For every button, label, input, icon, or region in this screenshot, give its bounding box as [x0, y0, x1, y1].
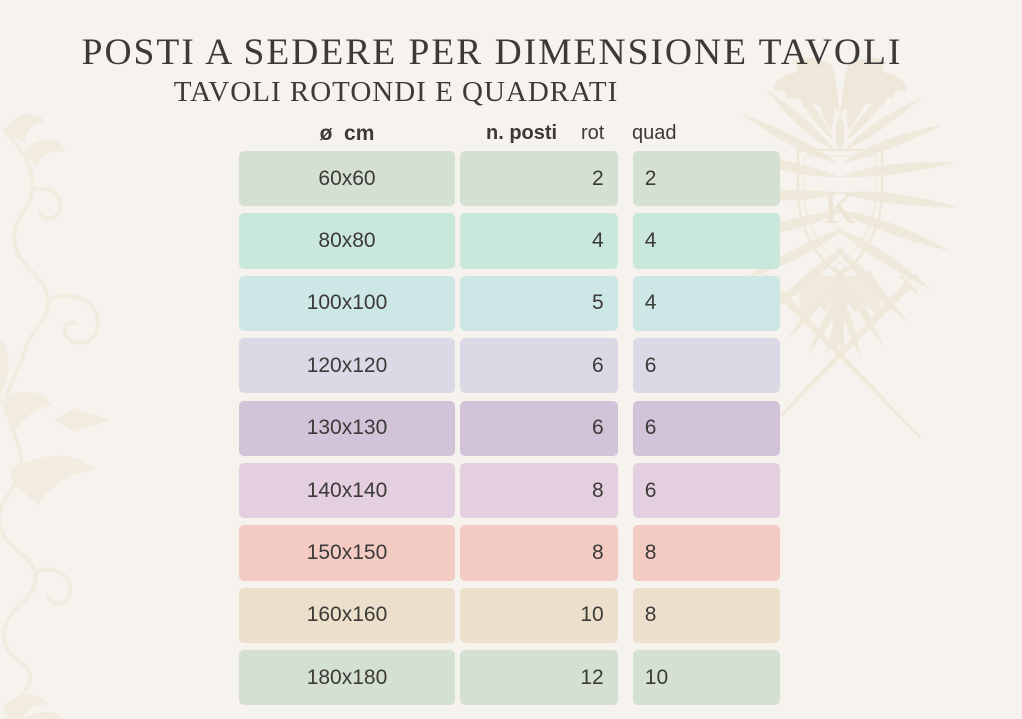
svg-text:K: K: [823, 182, 856, 233]
